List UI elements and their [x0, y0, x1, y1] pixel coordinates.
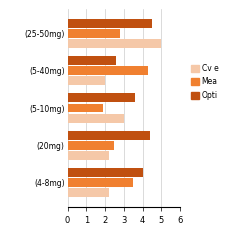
- Bar: [68, 131, 150, 140]
- Bar: [68, 168, 142, 177]
- Bar: [68, 104, 103, 112]
- Bar: [68, 19, 152, 28]
- Bar: [68, 66, 148, 75]
- Bar: [68, 56, 116, 65]
- Bar: [68, 141, 114, 150]
- Legend: Cv e, Mea, Opti: Cv e, Mea, Opti: [189, 62, 220, 101]
- Bar: [68, 178, 133, 187]
- Bar: [68, 29, 120, 38]
- Bar: [68, 76, 105, 85]
- Bar: [68, 151, 109, 160]
- Bar: [68, 114, 124, 123]
- Bar: [68, 188, 109, 197]
- Bar: [68, 39, 161, 48]
- Bar: [68, 93, 135, 102]
